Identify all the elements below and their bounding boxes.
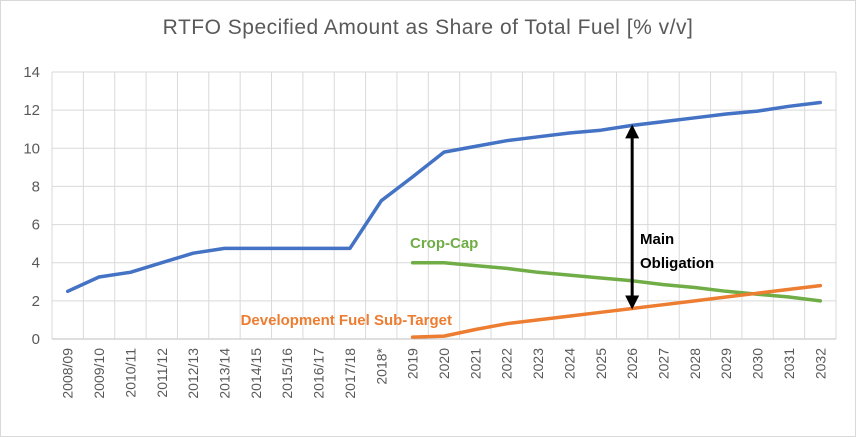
x-tick-label: 2030 [750,348,766,379]
x-tick-label: 2026 [624,348,640,379]
x-tick-label: 2010/11 [122,348,138,398]
series-line [65,100,823,294]
x-tick-label: 2008/09 [60,348,76,399]
x-tick-label: 2027 [656,348,672,379]
series-lines [65,100,823,339]
x-tick-label: 2018* [373,347,389,384]
crop-cap-label: Crop-Cap [410,235,478,252]
y-tick-label: 14 [23,64,40,81]
x-tick-label: 2021 [467,348,483,379]
x-tick-label: 2012/13 [185,348,201,399]
x-tick-label: 2031 [781,348,797,379]
annotations: Crop-Cap Development Fuel Sub-Target Main O… [241,231,715,329]
x-tick-label: 2019 [405,348,421,379]
y-tick-label: 4 [32,255,40,272]
y-tick-label: 2 [32,293,40,310]
y-tick-label: 8 [32,178,40,195]
series-line [410,283,823,339]
x-tick-label: 2028 [687,348,703,379]
x-tick-label: 2014/15 [248,348,264,399]
y-tick-label: 12 [23,102,40,119]
x-tick-label: 2022 [499,348,515,379]
x-tick-label: 2009/10 [91,348,107,399]
x-tick-label: 2023 [530,348,546,379]
main-obligation-arrow [625,124,640,310]
y-tick-label: 10 [23,140,40,157]
development-fuel-label: Development Fuel Sub-Target [241,312,452,329]
arrow-head-down [625,295,640,310]
main-obligation-label-line1: Main [640,231,674,248]
y-tick-label: 0 [32,331,40,348]
chart-title: RTFO Specified Amount as Share of Total … [162,16,694,39]
x-tick-label: 2029 [718,348,734,379]
x-tick-label: 2013/14 [216,348,232,399]
x-tick-label: 2016/17 [311,348,327,399]
x-tick-label: 2032 [812,348,828,379]
x-tick-label: 2020 [436,348,452,379]
x-tick-label: 2015/16 [279,348,295,399]
x-tick-label: 2024 [561,348,577,379]
x-axis-ticks: 2008/09 2009/10 2010/11 2011/12 2012/13 2013/… [60,347,829,398]
x-tick-label: 2011/12 [154,348,170,398]
main-obligation-label-line2: Obligation [640,255,714,272]
arrow-head-up [625,124,640,139]
x-tick-label: 2017/18 [342,348,358,399]
y-tick-label: 6 [32,217,40,234]
y-axis-ticks: 0 2 4 6 8 10 12 14 [23,64,40,348]
x-tick-label: 2025 [593,348,609,379]
